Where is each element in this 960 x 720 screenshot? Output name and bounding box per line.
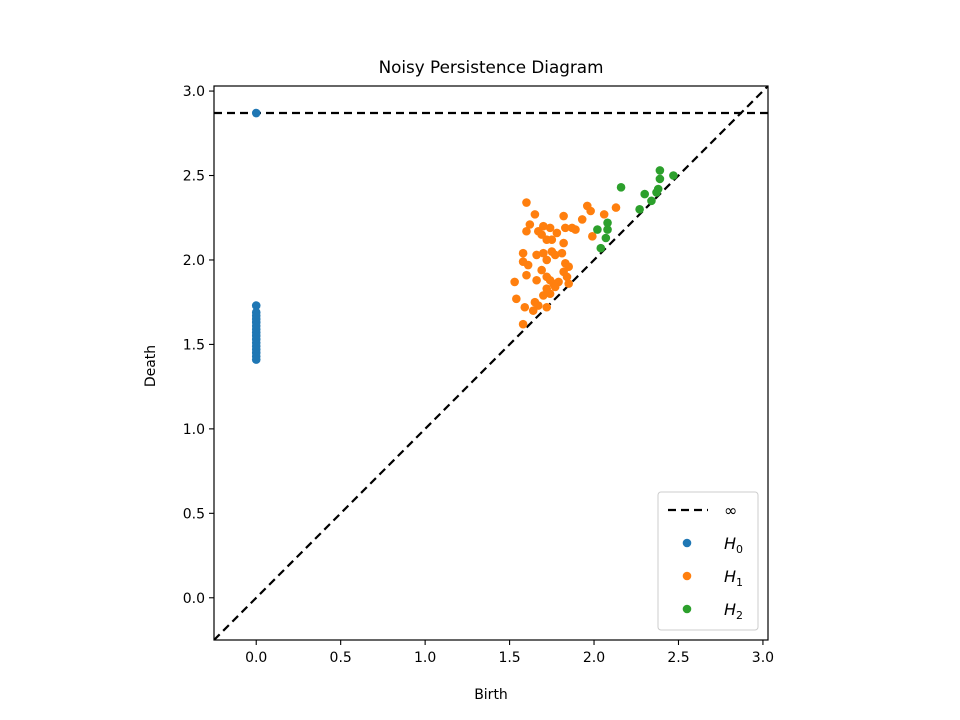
plot-content <box>214 86 768 640</box>
point-h1 <box>547 235 557 245</box>
series-h2 <box>593 166 678 253</box>
point-h1 <box>586 206 595 216</box>
y-tick-label: 0.5 <box>183 506 205 522</box>
point-h1 <box>557 248 567 258</box>
axes-layer: 0.0 0.5 1.0 1.5 2.0 2.5 3.0 0.0 0.5 1.0 1.5 2.0 2.5 3… <box>183 84 774 666</box>
point-h1 <box>542 255 552 265</box>
point-h1 <box>528 306 538 315</box>
plot-frame <box>213 85 769 641</box>
x-tick-label: 2.0 <box>583 650 605 666</box>
y-tick-label: 2.5 <box>183 169 205 185</box>
point-h1 <box>510 277 519 287</box>
legend-label: H1 <box>724 567 743 589</box>
point-h1 <box>532 250 541 260</box>
point-h1 <box>577 215 587 224</box>
point-h1 <box>539 248 548 258</box>
point-h2 <box>601 233 611 243</box>
legend-box <box>657 491 759 631</box>
point-h1 <box>512 294 521 304</box>
point-h2 <box>603 218 612 228</box>
point-h2 <box>652 188 661 197</box>
x-tick-label: 1.5 <box>498 650 520 666</box>
point-h2 <box>647 196 656 206</box>
point-h1 <box>520 302 530 312</box>
point-h1 <box>599 210 609 219</box>
point-h1 <box>564 279 573 288</box>
y-tick-label: 2.0 <box>183 253 205 269</box>
point-h1 <box>545 289 555 299</box>
point-h1 <box>559 238 568 248</box>
point-h2 <box>596 243 606 253</box>
point-h1 <box>518 319 528 329</box>
chart-title: Noisy Persistence Diagram <box>379 57 604 77</box>
point-h1 <box>550 282 560 292</box>
x-tick-label: 0.5 <box>330 650 352 666</box>
x-tick-label: 3.0 <box>752 650 774 666</box>
y-tick-label: 3.0 <box>183 84 205 100</box>
point-h1 <box>522 270 531 280</box>
point-h1 <box>539 221 548 231</box>
y-tick-label: 1.0 <box>183 422 205 438</box>
legend-marker-h1 <box>682 571 692 581</box>
x-tick-label: 1.0 <box>414 650 436 666</box>
legend-marker-h0 <box>682 538 692 548</box>
point-h1 <box>611 203 621 212</box>
point-h1 <box>539 291 548 300</box>
legend-marker-h2 <box>682 604 692 614</box>
legend: ∞ H0 H1 H2 <box>657 491 759 631</box>
point-h2 <box>655 166 665 175</box>
point-h2 <box>635 204 644 214</box>
y-axis-label: Death <box>143 345 159 387</box>
y-tick-label: 1.5 <box>183 337 205 353</box>
point-h1 <box>561 223 570 233</box>
point-h1 <box>552 228 562 238</box>
x-axis-label: Birth <box>474 687 508 703</box>
point-h0 <box>251 355 261 364</box>
point-h0 <box>251 301 261 310</box>
y-tick-label: 0.0 <box>183 591 205 607</box>
point-h1 <box>562 272 572 282</box>
point-h1 <box>559 211 568 221</box>
series-h1 <box>510 198 621 329</box>
x-tick-label: 0.0 <box>245 650 267 666</box>
point-h1 <box>571 225 580 234</box>
point-h1 <box>522 226 531 236</box>
point-h2 <box>616 183 626 192</box>
point-h0 <box>251 108 261 118</box>
point-h1 <box>523 260 533 270</box>
point-h2 <box>593 225 602 234</box>
point-h1 <box>537 265 546 275</box>
point-h1 <box>525 220 535 229</box>
point-h1 <box>588 232 597 241</box>
legend-label: ∞ <box>724 501 737 520</box>
series-h0 <box>251 108 261 364</box>
point-h1 <box>522 198 531 207</box>
point-h2 <box>655 174 665 184</box>
point-h1 <box>530 210 540 219</box>
point-h1 <box>545 223 555 233</box>
point-h2 <box>669 171 678 180</box>
point-h1 <box>550 250 560 260</box>
point-h1 <box>518 248 528 258</box>
legend-label: H2 <box>724 600 743 622</box>
point-h2 <box>603 225 612 234</box>
x-tick-label: 2.5 <box>667 650 689 666</box>
legend-label: H0 <box>724 534 743 556</box>
point-h1 <box>542 302 552 312</box>
point-h1 <box>532 275 541 285</box>
point-h2 <box>640 189 650 199</box>
